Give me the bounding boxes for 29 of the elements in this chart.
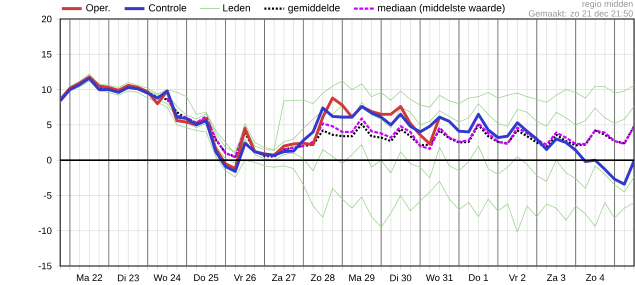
x-tick-label: Za 27 <box>272 274 296 282</box>
x-tick-label: Di 30 <box>390 274 412 282</box>
x-tick-label: Wo 24 <box>154 274 181 282</box>
x-tick-label: Zo 28 <box>310 274 335 282</box>
x-tick-label: Wo 31 <box>426 274 453 282</box>
y-tick-label: -10 <box>38 227 52 234</box>
legend-label: Controle <box>148 4 186 12</box>
x-tick-label: Vr 26 <box>234 274 256 282</box>
legend-label: mediaan (middelste waarde) <box>378 4 505 14</box>
y-tick-label: -5 <box>44 192 52 199</box>
legend-label: gemiddelde <box>288 4 340 14</box>
x-tick-label: Di 23 <box>118 274 139 282</box>
y-tick-label: 10 <box>42 86 52 93</box>
legend-label: Leden <box>223 4 250 12</box>
text: Gemaakt: zo 21 dec 21:50 <box>528 10 633 17</box>
x-tick-label: Zo 4 <box>586 274 604 281</box>
y-tick-label: 0 <box>47 156 52 164</box>
x-tick-label: Ma 22 <box>76 274 102 282</box>
y-tick-label: 15 <box>42 50 52 58</box>
x-tick-label: Vr 2 <box>508 274 526 281</box>
y-tick-label: 20 <box>42 16 52 22</box>
y-tick-label: -15 <box>38 262 52 270</box>
x-tick-label: Za 3 <box>547 274 566 282</box>
x-tick-label: Do 1 <box>469 274 488 281</box>
text: regio midden <box>582 0 633 9</box>
y-tick-label: 5 <box>47 122 52 128</box>
x-tick-label: Do 25 <box>194 274 218 282</box>
x-tick-label: Ma 29 <box>349 274 374 282</box>
legend-label: Oper. <box>86 4 110 14</box>
